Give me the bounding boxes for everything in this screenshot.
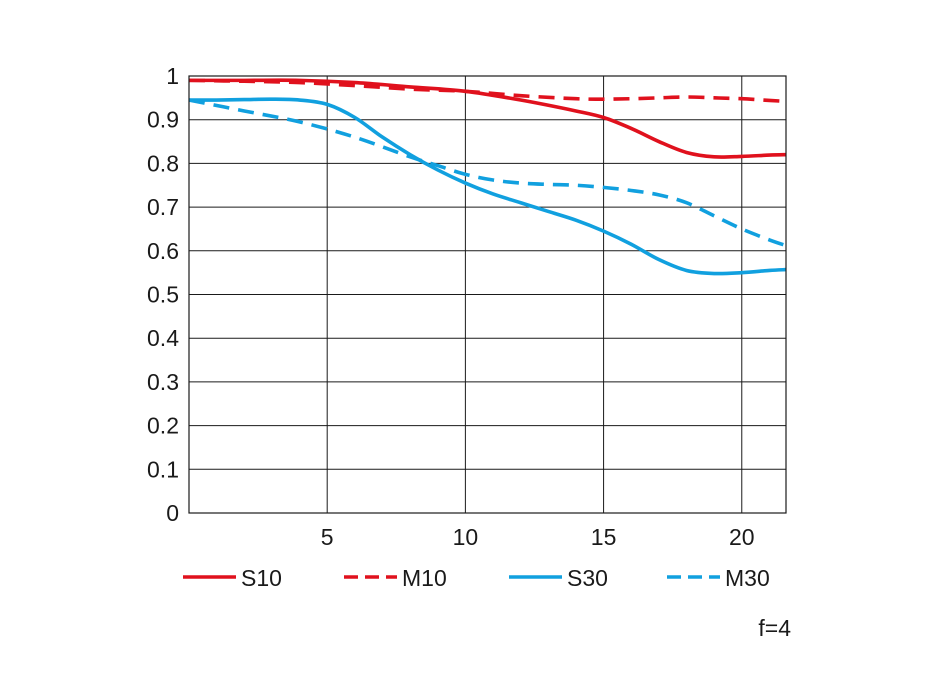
y-tick-label: 0.1 [147,456,179,482]
y-tick-label: 0.5 [147,282,179,308]
x-tick-label: 15 [591,524,617,550]
y-tick-label: 0.4 [147,325,179,351]
x-tick-label: 5 [321,524,334,550]
y-tick-label: 0.6 [147,238,179,264]
y-tick-label: 0.8 [147,150,179,176]
aperture-note: f=4 [758,615,791,641]
y-tick-label: 0.7 [147,194,179,220]
legend: S10 M10 S30 M30 [183,565,770,591]
series-lines [189,78,786,276]
legend-label-s30: S30 [567,565,608,591]
x-tick-label: 20 [729,524,755,550]
y-tick-label: 0 [166,500,179,526]
legend-label-m30: M30 [725,565,770,591]
y-tick-label: 0.2 [147,413,179,439]
legend-label-s10: S10 [241,565,282,591]
series-line-s10 [189,78,786,159]
y-tick-label: 0.9 [147,107,179,133]
plot-frame [188,75,787,514]
series-line-s30 [189,97,786,276]
y-axis-ticks: 0 0.1 0.2 0.3 0.4 0.5 0.6 0.7 0.8 0.9 1 [147,63,179,526]
y-tick-label: 0.3 [147,369,179,395]
series-line-m30 [189,98,786,248]
x-axis-ticks: 5 10 15 20 [321,524,755,550]
y-tick-label: 1 [166,63,179,89]
grid [189,75,786,514]
x-tick-label: 10 [453,524,479,550]
legend-label-m10: M10 [402,565,447,591]
series-line-m10 [189,78,786,104]
